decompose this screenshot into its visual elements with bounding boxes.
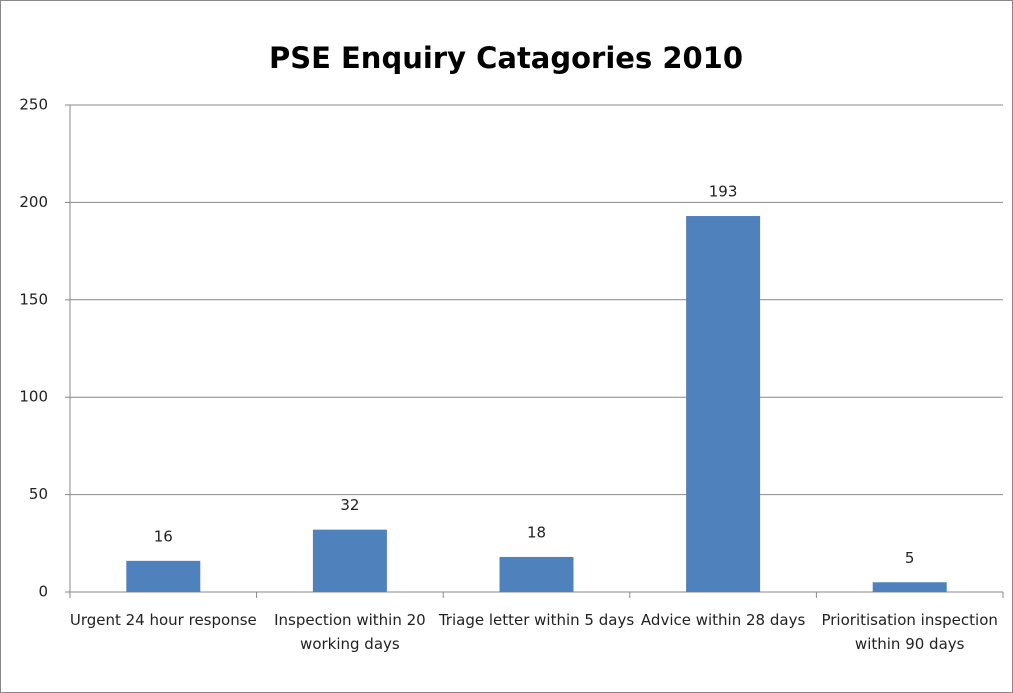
x-tick-label: Advice within 28 days	[640, 611, 806, 629]
x-tick-label: Prioritisation inspection within 90 days	[821, 611, 998, 653]
y-tick-label: 50	[29, 485, 48, 503]
y-tick-label: 200	[19, 193, 48, 211]
x-tick-label: Inspection within 20 working days	[274, 611, 426, 653]
bar	[499, 556, 574, 592]
bar	[686, 216, 761, 592]
y-tick-label: 150	[19, 290, 48, 308]
bar	[126, 560, 201, 592]
data-label: 193	[709, 183, 738, 201]
bar	[312, 529, 387, 592]
data-label: 16	[154, 527, 173, 545]
chart-title: PSE Enquiry Catagories 2010	[269, 41, 743, 75]
x-tick-label: Triage letter within 5 days	[438, 611, 635, 629]
data-label: 5	[905, 549, 915, 567]
bar	[872, 582, 947, 592]
data-label: 32	[340, 496, 359, 514]
y-tick-label: 250	[19, 96, 48, 114]
x-tick-label: Urgent 24 hour response	[69, 611, 257, 629]
data-label: 18	[527, 523, 546, 541]
y-tick-label: 0	[38, 583, 48, 601]
y-tick-label: 100	[19, 388, 48, 406]
